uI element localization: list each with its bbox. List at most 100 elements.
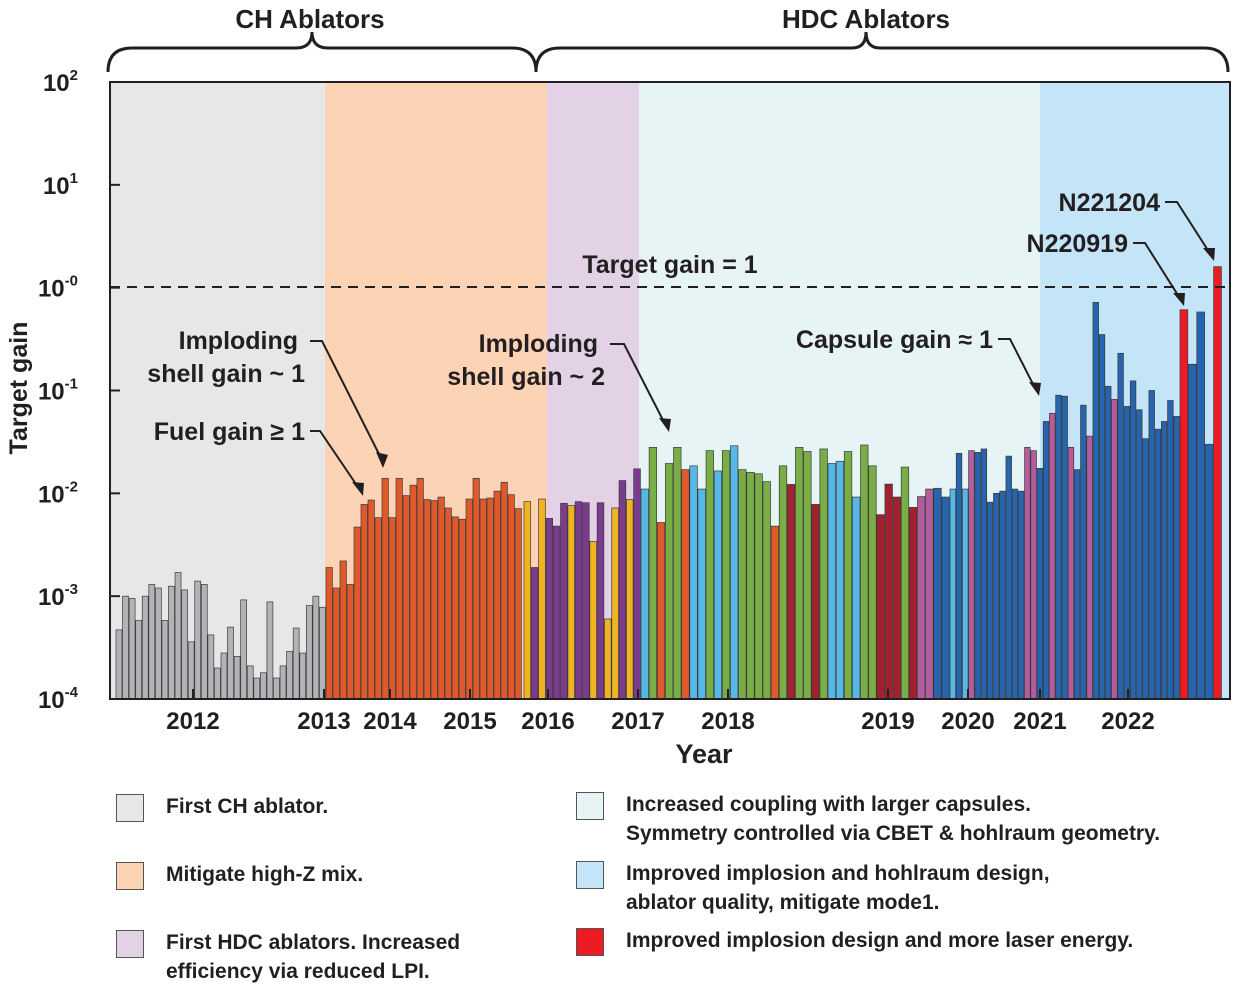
bar — [1092, 301, 1099, 700]
bar — [1179, 309, 1189, 700]
bar — [1042, 421, 1050, 700]
bar — [1173, 416, 1180, 700]
annotation-arrow — [1165, 201, 1212, 256]
bar — [486, 497, 494, 700]
bar — [884, 483, 893, 700]
bar — [381, 477, 389, 700]
annotation-text: Imploding shell gain ~ 1 — [147, 327, 305, 388]
bar — [266, 601, 274, 700]
hdc-ablators-brace — [534, 31, 1230, 73]
y-tick-label: 10-2 — [38, 478, 78, 508]
bar — [339, 560, 347, 700]
bar — [465, 498, 473, 700]
y-tick-label: 10-0 — [38, 273, 78, 303]
x-tick-label: 2012 — [166, 708, 219, 735]
bar — [827, 463, 836, 700]
bar — [479, 498, 487, 700]
annotation-fuel-gain: Fuel gain ≥ 1 — [154, 418, 364, 496]
bar — [1167, 400, 1174, 700]
bar — [1018, 490, 1025, 700]
bar — [402, 495, 410, 700]
bar — [633, 468, 641, 700]
bar — [1073, 469, 1081, 700]
bar — [395, 477, 403, 700]
bar — [319, 606, 326, 700]
bar — [305, 605, 313, 700]
annotation-arrowhead — [659, 418, 671, 432]
bar — [240, 599, 248, 700]
x-tick-label: 2015 — [443, 708, 496, 735]
bar — [207, 634, 215, 700]
bar — [1204, 443, 1214, 700]
bar — [194, 580, 202, 700]
bar — [868, 465, 877, 700]
bar — [876, 514, 885, 700]
bar — [705, 450, 714, 700]
y-axis-label: Target gain — [5, 322, 33, 455]
bar — [168, 585, 175, 700]
bar — [1111, 399, 1118, 700]
y-axis: 102 101 10-0 10-1 10-2 10-3 10-4 — [38, 67, 120, 714]
bar — [955, 452, 963, 700]
bar — [458, 518, 466, 700]
x-tick-label: 2019 — [861, 708, 914, 735]
annotation-arrowhead — [1203, 248, 1215, 261]
target-gain-label: Target gain = 1 — [582, 251, 757, 279]
bar — [1067, 447, 1075, 700]
x-tick-label: 2016 — [521, 708, 574, 735]
annotation-arrowhead — [1173, 293, 1185, 306]
bar — [430, 500, 438, 700]
bar — [444, 507, 452, 700]
bar — [174, 572, 182, 700]
annotation-text: N221204 — [1059, 189, 1161, 217]
bar — [681, 469, 690, 700]
era-label-ch: CH Ablators — [235, 4, 384, 34]
annotation-arrowhead — [376, 452, 388, 468]
bar — [900, 466, 910, 700]
bar — [917, 496, 926, 700]
annotation-text: Fuel gain ≥ 1 — [154, 418, 305, 446]
bar — [640, 488, 649, 700]
x-axis-label: Year — [675, 739, 733, 769]
bar — [538, 498, 546, 700]
x-tick-label: 2020 — [941, 708, 994, 735]
bar — [933, 487, 942, 700]
annotation-arrowhead — [1029, 382, 1041, 396]
bar — [730, 445, 739, 700]
bar — [980, 448, 988, 700]
bar — [507, 494, 515, 700]
bar — [1036, 467, 1044, 700]
bar — [721, 450, 731, 700]
bar — [299, 652, 307, 700]
bar — [1148, 390, 1155, 700]
bar — [611, 507, 619, 700]
bar — [1011, 488, 1019, 700]
bar — [1030, 450, 1037, 700]
bar — [530, 567, 539, 700]
bar — [388, 517, 396, 700]
bar — [286, 651, 293, 700]
bar — [993, 492, 1000, 700]
bar — [367, 499, 375, 700]
bar — [332, 587, 340, 700]
bar — [374, 517, 382, 700]
bar — [1142, 438, 1149, 700]
annotation-n221204: N221204 — [1059, 189, 1215, 261]
bar — [545, 518, 554, 700]
bar — [738, 469, 747, 700]
bar — [122, 595, 129, 700]
bar — [1080, 404, 1087, 700]
bar — [1123, 406, 1131, 700]
bar — [493, 490, 501, 700]
bar — [574, 501, 583, 700]
bar — [500, 481, 508, 700]
bar — [835, 460, 845, 700]
bar — [567, 505, 575, 700]
bar — [754, 473, 763, 700]
bar — [523, 501, 532, 700]
bar — [514, 508, 522, 700]
bar — [811, 504, 820, 700]
bar — [1086, 435, 1093, 700]
bar — [941, 496, 950, 700]
bar — [273, 677, 280, 700]
